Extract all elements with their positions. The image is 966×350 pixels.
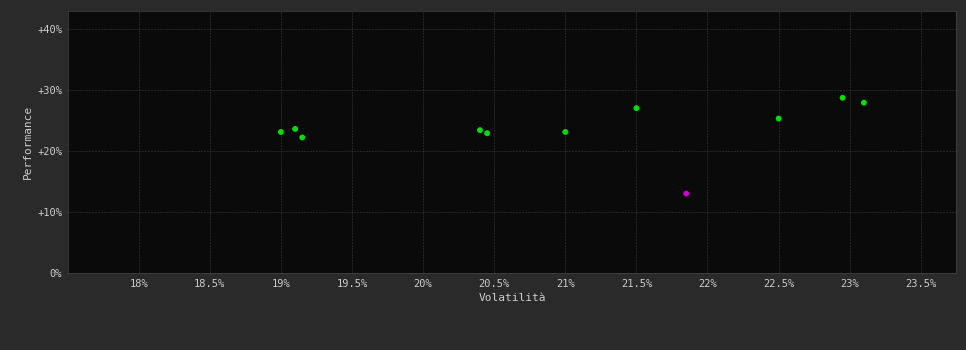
X-axis label: Volatilità: Volatilità	[478, 293, 546, 303]
Point	[479, 131, 495, 136]
Point	[678, 191, 694, 196]
Y-axis label: Performance: Performance	[23, 105, 33, 179]
Point	[856, 100, 871, 105]
Point	[295, 135, 310, 140]
Point	[472, 127, 488, 133]
Point	[835, 95, 850, 100]
Point	[273, 129, 289, 135]
Point	[629, 105, 644, 111]
Point	[557, 129, 573, 135]
Point	[771, 116, 786, 121]
Point	[288, 126, 303, 132]
